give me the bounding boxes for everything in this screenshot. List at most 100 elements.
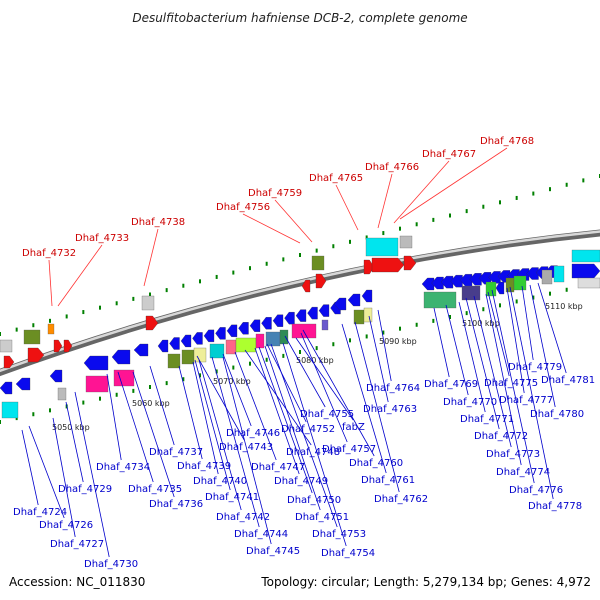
gene-arrow: [333, 297, 347, 311]
gene-arrow: [0, 381, 13, 395]
accession-label: Accession: NC_011830: [9, 575, 145, 589]
gene-label: Dhaf_4763: [363, 404, 417, 415]
scale-label: 5070 kbp: [213, 377, 251, 386]
gene-label: Dhaf_4741: [205, 492, 259, 503]
gene-arrow: [261, 317, 272, 330]
gene-label: Dhaf_4726: [39, 520, 93, 531]
tick-mark-inner: [482, 307, 485, 312]
scale-label: 5080 kbp: [296, 356, 334, 365]
gene-label: Dhaf_4746: [226, 428, 280, 439]
gene-label: Dhaf_4776: [509, 485, 563, 496]
tick-mark-outer: [165, 288, 168, 293]
gene-leader: [295, 337, 354, 421]
gene-label: Dhaf_4772: [474, 431, 528, 442]
tick-mark-outer: [0, 332, 1, 336]
tick-mark-outer: [515, 195, 518, 200]
tick-mark-inner: [465, 311, 468, 316]
tick-mark-outer: [365, 235, 368, 240]
gene-box: [57, 387, 67, 401]
gene-arrow: [431, 276, 444, 290]
tick-mark-inner: [215, 369, 218, 374]
tick-mark-outer: [382, 231, 385, 236]
gene-box: [0, 339, 13, 353]
tick-mark-outer: [249, 266, 251, 271]
gene-label: Dhaf_4750: [287, 495, 341, 506]
tick-mark-inner: [82, 400, 85, 405]
gene-leader: [117, 371, 154, 483]
tick-mark-outer: [99, 305, 101, 310]
tick-mark-inner: [199, 373, 201, 378]
gene-box: [577, 277, 600, 289]
tick-mark-outer: [199, 279, 201, 284]
gene-label: Dhaf_4748: [286, 447, 340, 458]
gene-leader: [445, 304, 469, 396]
tick-mark-inner: [0, 420, 1, 424]
gene-arrow: [318, 304, 330, 317]
gene-arrow: [169, 337, 180, 350]
gene-label: Dhaf_4752: [281, 424, 335, 435]
gene-leader: [473, 295, 512, 448]
scale-label: 5090 kbp: [379, 337, 417, 346]
gene-leader: [194, 359, 231, 491]
tick-mark-outer: [65, 314, 68, 319]
gene-label: Dhaf_4771: [460, 414, 514, 425]
gene-arrow: [192, 332, 203, 345]
tick-mark-inner: [49, 408, 51, 413]
highlight-label: Dhaf_4766: [365, 162, 419, 173]
gene-leader: [521, 285, 534, 361]
gene-arrow: [347, 293, 361, 307]
tick-mark-inner: [399, 326, 401, 331]
tick-mark-outer: [265, 261, 268, 266]
gene-label: Dhaf_4773: [486, 449, 540, 460]
tick-mark-inner: [349, 338, 351, 343]
highlight-leader: [393, 160, 450, 224]
gene-box: [235, 337, 257, 353]
gene-leader: [302, 329, 375, 457]
gene-label: Dhaf_4770: [443, 397, 497, 408]
highlight-leader: [274, 199, 313, 243]
gene-leader: [458, 301, 486, 413]
gene-label: Dhaf_4747: [251, 462, 305, 473]
gene-arrow: [421, 277, 435, 291]
gene-box: [353, 309, 365, 325]
tick-mark-outer: [582, 178, 585, 183]
tick-mark-outer: [182, 283, 185, 288]
scale-label: 5050 kbp: [52, 423, 90, 432]
gene-leader: [266, 343, 307, 423]
gene-arrow: [371, 257, 405, 273]
highlight-label: Dhaf_4733: [75, 233, 129, 244]
gene-arrow: [157, 339, 169, 353]
tick-mark-outer: [465, 209, 468, 214]
gene-arrow: [83, 355, 109, 371]
gene-leader: [465, 297, 500, 430]
tick-mark-inner: [415, 322, 418, 327]
gene-box: [113, 369, 135, 387]
gene-arrow: [459, 274, 473, 287]
gene-label: Dhaf_4780: [530, 409, 584, 420]
gene-label: Dhaf_4762: [374, 494, 428, 505]
gene-box: [363, 307, 373, 323]
tick-mark-inner: [332, 342, 335, 347]
gene-box: [553, 265, 565, 283]
highlight-label: Dhaf_4756: [216, 202, 270, 213]
gene-label: Dhaf_4774: [496, 467, 550, 478]
gene-leader: [234, 351, 277, 461]
tick-mark-outer: [565, 182, 568, 187]
gene-label: Dhaf_4777: [499, 395, 553, 406]
scale-label: 5110 kbp: [545, 302, 583, 311]
gene-arrow: [469, 273, 482, 286]
gene-arrow: [295, 309, 307, 322]
gene-leader: [487, 291, 510, 377]
gene-leader: [537, 282, 567, 374]
gene-arrow: [249, 319, 261, 332]
gene-box: [485, 281, 497, 297]
gene-box: [571, 249, 600, 263]
gene-box: [399, 235, 413, 249]
gene-leader: [264, 345, 321, 511]
gene-leader: [491, 289, 535, 484]
gene-leader: [485, 293, 522, 466]
gene-box: [225, 339, 237, 355]
gene-label: Dhaf_4745: [246, 546, 300, 557]
gene-box: [311, 255, 325, 271]
